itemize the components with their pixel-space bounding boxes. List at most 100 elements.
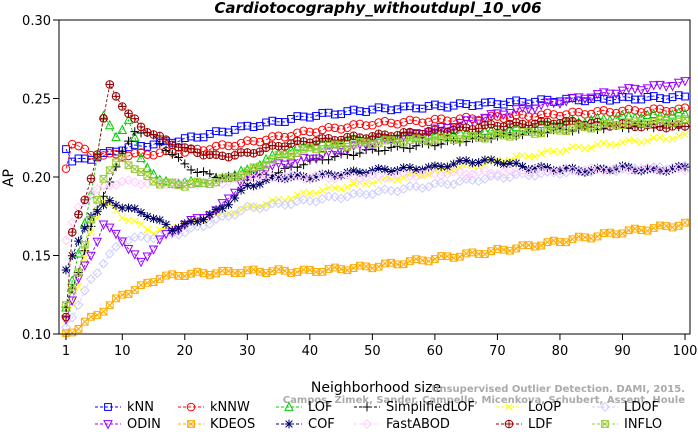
- data-point: [343, 142, 352, 151]
- data-point: [67, 296, 78, 306]
- data-point: [142, 252, 153, 262]
- legend-label: FastABOD: [386, 417, 450, 432]
- data-point: [562, 238, 571, 247]
- data-point: [649, 133, 658, 142]
- data-point: [506, 246, 514, 255]
- data-point: [536, 101, 547, 111]
- data-point: [374, 164, 384, 173]
- data-point: [79, 197, 90, 207]
- data-point: [187, 180, 195, 188]
- data-point: [137, 168, 145, 177]
- data-point: [193, 267, 202, 276]
- data-point: [98, 220, 109, 230]
- x-tick-label: 100: [673, 344, 698, 359]
- data-point: [399, 117, 408, 127]
- data-point: [618, 106, 627, 116]
- data-point: [287, 269, 295, 277]
- data-point: [304, 196, 315, 206]
- data-point: [111, 149, 121, 159]
- data-point: [143, 278, 152, 287]
- data-point: [162, 271, 170, 280]
- data-point: [61, 164, 71, 173]
- data-point: [405, 136, 414, 144]
- data-point: [468, 248, 477, 257]
- data-point: [449, 101, 458, 110]
- data-point: [142, 150, 152, 159]
- data-point: [180, 219, 190, 229]
- data-point: [424, 162, 434, 172]
- data-point: [336, 148, 346, 158]
- data-point: [104, 248, 115, 259]
- data-point: [606, 140, 614, 149]
- data-point: [681, 130, 689, 139]
- data-point: [436, 162, 446, 171]
- data-point: [611, 89, 622, 100]
- data-point: [79, 261, 90, 271]
- data-point: [80, 223, 90, 233]
- data-point: [299, 112, 308, 121]
- data-point: [580, 167, 590, 177]
- data-point: [148, 245, 159, 255]
- data-point: [199, 269, 208, 278]
- data-point: [611, 108, 621, 118]
- data-point: [524, 241, 533, 249]
- data-point: [587, 234, 596, 243]
- legend-marker: [504, 419, 514, 429]
- data-point: [249, 265, 258, 274]
- x-axis-label: Neighborhood size: [311, 380, 441, 396]
- data-point: [280, 132, 290, 142]
- data-point: [124, 136, 133, 146]
- legend-marker: [284, 419, 294, 429]
- data-point: [648, 81, 659, 91]
- data-point: [287, 151, 295, 160]
- data-point: [474, 158, 484, 167]
- data-point: [649, 92, 658, 100]
- x-tick-label: 10: [114, 344, 131, 359]
- data-point: [593, 163, 602, 173]
- data-point: [430, 255, 439, 263]
- series-kdeos: [62, 218, 689, 338]
- data-point: [274, 117, 283, 126]
- data-point: [517, 103, 528, 114]
- data-point: [361, 121, 371, 130]
- data-point: [205, 130, 214, 138]
- data-point: [323, 147, 334, 158]
- data-point: [229, 188, 240, 199]
- data-point: [681, 115, 689, 123]
- data-point: [580, 94, 590, 105]
- data-point: [668, 93, 677, 102]
- data-point: [493, 100, 502, 109]
- data-point: [512, 153, 520, 161]
- data-point: [136, 122, 146, 132]
- data-point: [612, 95, 621, 104]
- data-point: [487, 247, 496, 256]
- data-point: [92, 237, 103, 248]
- data-point: [442, 123, 453, 134]
- data-point: [292, 170, 302, 180]
- data-point: [424, 102, 433, 110]
- data-point: [324, 122, 333, 132]
- data-point: [199, 215, 208, 225]
- data-point: [449, 253, 458, 262]
- data-point: [405, 163, 415, 172]
- data-point: [680, 77, 690, 87]
- data-point: [342, 170, 353, 181]
- data-point: [405, 115, 415, 125]
- data-point: [662, 135, 670, 144]
- legend-item-lof: LOF: [276, 400, 333, 415]
- data-point: [230, 173, 239, 182]
- data-point: [617, 162, 628, 173]
- data-point: [467, 175, 478, 186]
- data-point: [124, 203, 133, 213]
- data-point: [349, 140, 358, 149]
- data-point: [642, 109, 653, 119]
- data-point: [474, 101, 483, 110]
- data-point: [573, 93, 584, 103]
- data-point: [267, 172, 277, 182]
- data-point: [92, 150, 102, 159]
- data-point: [130, 127, 140, 137]
- data-point: [430, 128, 440, 139]
- data-point: [493, 157, 502, 167]
- legend-label: INFLO: [624, 417, 662, 432]
- data-point: [473, 116, 484, 127]
